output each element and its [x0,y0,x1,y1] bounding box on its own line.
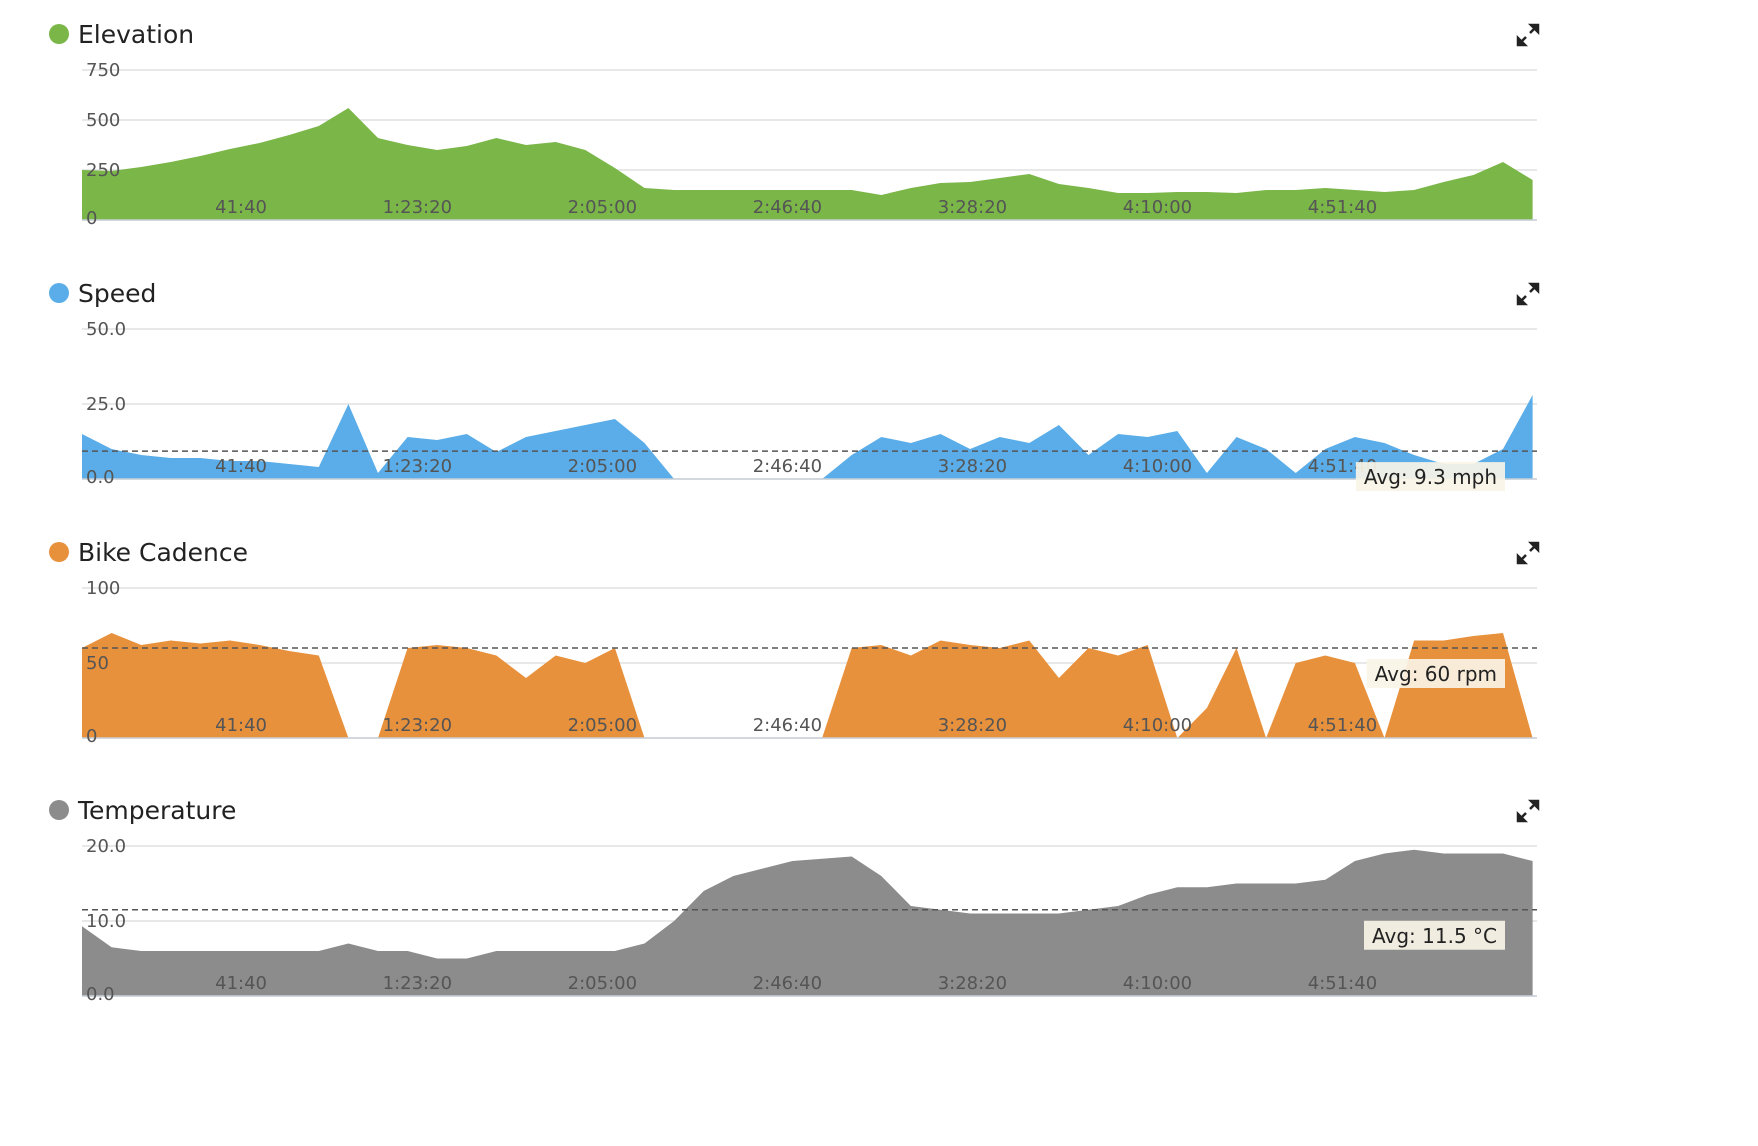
y-tick-label: 500 [86,110,120,131]
x-tick-label: 41:40 [215,973,267,994]
area [82,395,1533,479]
x-tick-label: 1:23:20 [383,456,452,477]
y-tick-label: 20.0 [86,836,126,857]
y-tick-label: 0 [86,208,97,229]
y-tick-label: 250 [86,160,120,181]
x-tick-label: 2:05:00 [568,456,637,477]
y-tick-label: 0 [86,726,97,747]
legend-dot [49,283,69,303]
chart-title: Elevation [78,20,194,49]
average-label: Avg: 9.3 mph [1364,465,1497,489]
chart-panel: Bike Cadence 0 50 100 41:40 1:23:20 2:05:00 2:4… [49,538,1540,747]
legend-dot [49,24,69,44]
x-tick-label: 4:10:00 [1123,456,1192,477]
y-tick-label: 100 [86,578,120,599]
x-tick-label: 2:05:00 [568,973,637,994]
average-box [1364,920,1505,950]
area [82,633,1533,738]
y-tick-label: 25.0 [86,394,126,415]
x-tick-label: 3:28:20 [938,715,1007,736]
expand-icon[interactable] [1516,799,1540,823]
x-tick-label: 3:28:20 [938,456,1007,477]
legend-dot [49,542,69,562]
x-tick-label: 2:05:00 [568,715,637,736]
x-tick-label: 41:40 [215,197,267,218]
chart-panel: Elevation 0 250 500 750 41:40 1:23:20 2:05:00 2:… [49,20,1540,229]
x-tick-label: 4:51:40 [1308,715,1377,736]
x-tick-label: 4:51:40 [1308,973,1377,994]
expand-arrows [1516,23,1540,47]
legend-dot [49,800,69,820]
expand-arrows [1516,282,1540,306]
x-tick-label: 4:10:00 [1123,197,1192,218]
x-tick-label: 2:46:40 [753,715,822,736]
x-tick-label: 1:23:20 [383,715,452,736]
x-tick-label: 2:46:40 [753,197,822,218]
x-tick-label: 2:46:40 [753,456,822,477]
area [82,108,1533,220]
chart-panel: Temperature 0.0 10.0 20.0 41:40 1:23:20 2:05:0… [49,796,1540,1005]
expand-arrows [1516,541,1540,565]
expand-icon[interactable] [1516,541,1540,565]
y-tick-label: 750 [86,60,120,81]
x-tick-label: 1:23:20 [383,197,452,218]
chart-panel: Speed 0.0 25.0 50.0 41:40 1:23:20 2:05:00 2:46:… [49,279,1540,492]
area [82,849,1533,996]
x-tick-label: 41:40 [215,456,267,477]
expand-icon[interactable] [1516,23,1540,47]
y-tick-label: 0.0 [86,467,115,488]
y-tick-label: 50 [86,653,109,674]
expand-arrows [1516,799,1540,823]
x-tick-label: 4:51:40 [1308,197,1377,218]
y-tick-label: 10.0 [86,911,126,932]
average-box [1355,462,1505,492]
average-label: Avg: 11.5 °C [1372,924,1497,948]
x-tick-label: 4:10:00 [1123,715,1192,736]
y-tick-label: 50.0 [86,319,126,340]
chart-title: Speed [78,279,156,308]
x-tick-label: 1:23:20 [383,973,452,994]
chart-title: Temperature [77,796,236,825]
chart-title: Bike Cadence [78,538,248,567]
x-tick-label: 4:10:00 [1123,973,1192,994]
y-tick-label: 0.0 [86,984,115,1005]
average-label: Avg: 60 rpm [1375,662,1497,686]
x-tick-label: 2:46:40 [753,973,822,994]
average-box [1366,659,1505,688]
x-tick-label: 41:40 [215,715,267,736]
x-tick-label: 3:28:20 [938,973,1007,994]
expand-icon[interactable] [1516,282,1540,306]
x-tick-label: 3:28:20 [938,197,1007,218]
x-tick-label: 2:05:00 [568,197,637,218]
